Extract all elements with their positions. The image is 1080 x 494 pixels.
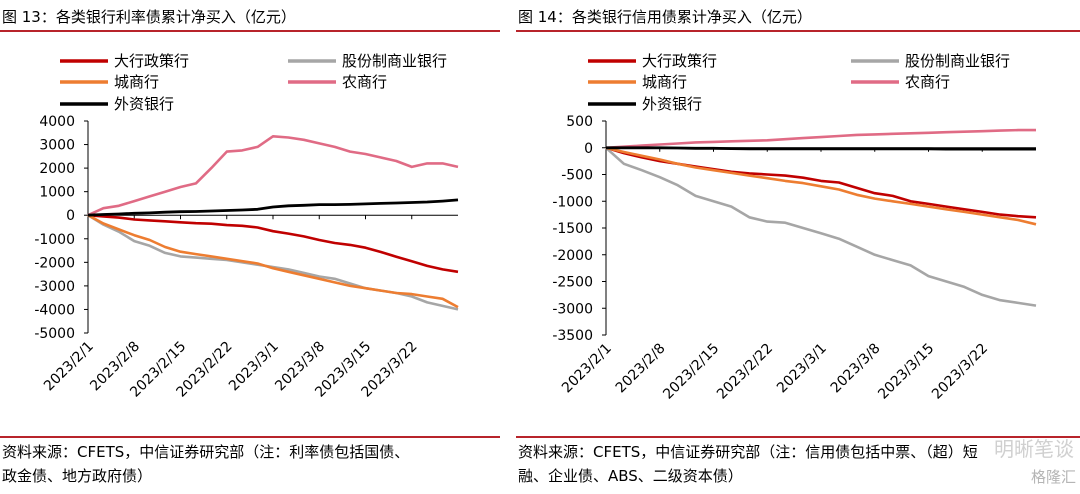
series-line [87, 198, 459, 217]
y-tick-label: -5000 [34, 326, 75, 342]
legend-label: 农商行 [342, 73, 387, 91]
chart-panel-right: 图 14：各类银行信用债累计净买入（亿元） 500 0 -500 -1000 -1500… [516, 0, 1080, 494]
y-tick-label: 500 [566, 114, 593, 130]
legend-label: 大行政策行 [642, 52, 717, 70]
x-tick-label: 2023/2/1 [559, 341, 615, 397]
y-tick-label: -2000 [34, 255, 75, 271]
y-tick-label: 1000 [39, 185, 75, 201]
legend-label: 股份制商业银行 [905, 52, 1010, 70]
series-line [87, 213, 459, 274]
x-tick-label: 2023/3/1 [226, 339, 282, 395]
x-tick-label: 2023/3/22 [929, 341, 991, 403]
watermark-logo: 格隆汇 [1030, 468, 1076, 486]
title-rule [516, 30, 1080, 32]
y-tick-label: 0 [66, 208, 75, 224]
x-tick-label: 2023/2/15 [660, 341, 722, 403]
legend-label: 外资银行 [114, 95, 174, 113]
x-tick-label: 2023/2/22 [714, 341, 776, 403]
series-line [87, 135, 459, 217]
legend-label: 股份制商业银行 [342, 52, 447, 70]
legend-label: 城商行 [642, 73, 687, 91]
x-tick-label: 2023/3/15 [875, 341, 937, 403]
legend-label: 农商行 [905, 73, 950, 91]
y-tick-label: -1000 [34, 232, 75, 248]
chart-title: 图 13：各类银行利率债累计净买入（亿元） [2, 8, 296, 26]
y-tick-label: -2500 [552, 275, 593, 291]
y-tick-label: -3500 [552, 328, 593, 344]
y-tick-label: -3000 [552, 301, 593, 317]
title-rule [0, 30, 500, 32]
x-tick-label: 2023/3/8 [828, 341, 884, 397]
source-rule [0, 436, 500, 438]
source-rule [516, 436, 1080, 438]
y-tick-label: -2000 [552, 248, 593, 264]
source-note: 资料来源：CFETS，中信证券研究部（注：信用债包括中票、（超）短 融、企业债、… [518, 440, 978, 488]
series-line [605, 146, 1037, 226]
series-line [87, 214, 459, 311]
series-line [605, 128, 1036, 150]
legend-label: 城商行 [114, 73, 159, 91]
y-tick-label: -500 [561, 168, 593, 184]
x-tick-label: 2023/3/1 [774, 341, 830, 397]
series-line [606, 146, 1036, 151]
y-tick-label: -3000 [34, 279, 75, 295]
source-note: 资料来源：CFETS，中信证券研究部（注：利率债包括国债、 政金债、地方政府债） [2, 440, 409, 488]
y-tick-label: 0 [584, 141, 593, 157]
series-line [605, 146, 1037, 307]
legend-label: 大行政策行 [114, 52, 189, 70]
x-tick-label: 2023/2/8 [613, 341, 669, 397]
legend-label: 外资银行 [642, 95, 702, 113]
source-line: 融、企业债、ABS、二级资本债） [518, 467, 743, 485]
chart-panel-left: 图 13：各类银行利率债累计净买入（亿元） 4000 3000 2000 1000 0 -… [0, 0, 500, 494]
y-tick-label: -4000 [34, 302, 75, 318]
watermark-logo: 明晰笔谈 [994, 437, 1074, 461]
source-line: 资料来源：CFETS，中信证券研究部（注：利率债包括国债、 [2, 443, 410, 461]
y-tick-label: -1000 [552, 194, 593, 210]
chart-title: 图 14：各类银行信用债累计净买入（亿元） [518, 8, 812, 26]
y-tick-label: 2000 [39, 161, 75, 177]
series-line [87, 214, 459, 309]
line-chart-rate-bonds: 4000 3000 2000 1000 0 -1000 -2000 -3000 -4000 -50… [34, 52, 459, 401]
y-tick-label: -1500 [552, 221, 593, 237]
y-tick-label: 3000 [39, 138, 75, 154]
source-line: 资料来源：CFETS，中信证券研究部（注：信用债包括中票、（超）短 [518, 443, 978, 461]
line-chart-credit-bonds: 5000-500-1000-1500-2000-2500-3000-350020… [552, 52, 1037, 403]
y-tick-label: 4000 [39, 114, 75, 130]
x-tick-label: 2023/2/1 [41, 339, 97, 395]
source-line: 政金债、地方政府债） [2, 467, 153, 485]
